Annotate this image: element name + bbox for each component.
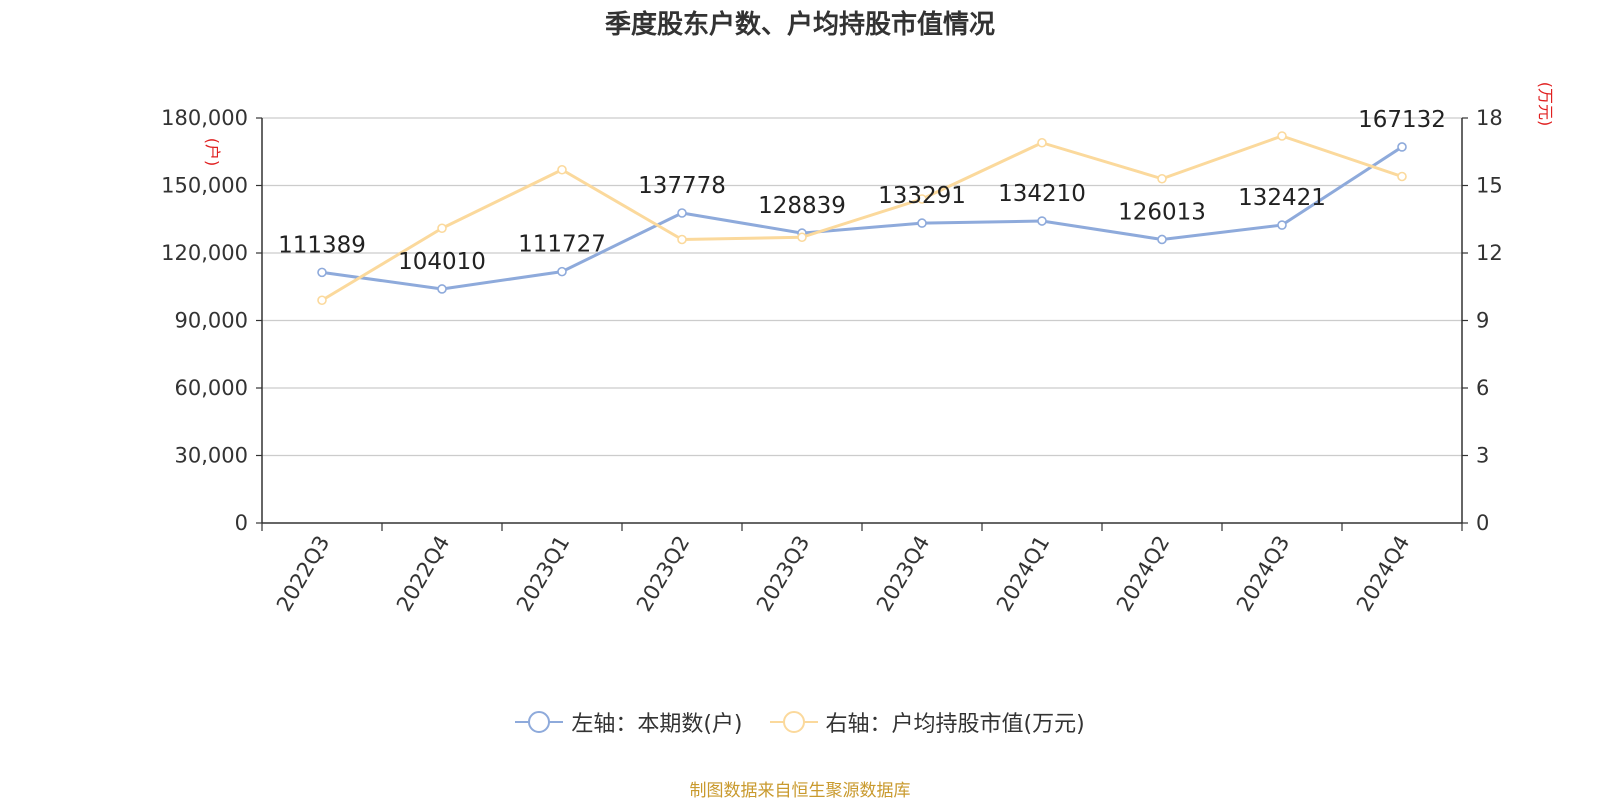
legend-item-right-series[interactable]: 右轴：户均持股市值(万元) — [769, 706, 1085, 738]
data-point-right — [917, 194, 927, 204]
data-label: 126013 — [1118, 199, 1206, 225]
data-point-right — [1157, 173, 1167, 184]
x-tick-label: 2023Q4 — [872, 532, 934, 616]
left-axis-unit: (户) — [203, 138, 222, 167]
data-point-right — [317, 295, 327, 306]
data-point-left — [917, 218, 927, 228]
data-point-left — [317, 267, 327, 278]
data-label: 133291 — [878, 183, 966, 209]
data-label: 128839 — [758, 193, 846, 219]
data-point-right — [437, 223, 447, 234]
legend-label-left: 左轴：本期数(户) — [571, 712, 743, 737]
right-tick-label: 15 — [1476, 174, 1503, 198]
x-tick-label: 2024Q3 — [1232, 532, 1294, 616]
data-label: 132421 — [1238, 185, 1326, 211]
data-label: 111727 — [518, 232, 606, 258]
x-tick-label: 2023Q1 — [512, 532, 574, 616]
grid-lines — [262, 117, 1462, 457]
data-point-left — [557, 266, 567, 277]
series-lines — [317, 131, 1407, 306]
data-labels: 111389 104010 111727 137778 128839 133291 1342… — [278, 107, 1446, 275]
legend-marker-left-icon — [515, 710, 564, 734]
data-point-left — [437, 284, 447, 294]
source-note: 制图数据来自恒生聚源数据库 — [689, 781, 911, 801]
x-tick-label: 2024Q2 — [1112, 532, 1174, 616]
left-tick-label: 180,000 — [161, 106, 248, 130]
data-point-right — [1277, 131, 1287, 141]
right-tick-label: 18 — [1476, 106, 1503, 130]
legend-item-left-series[interactable]: 左轴：本期数(户) — [515, 706, 743, 738]
data-point-left — [1157, 234, 1167, 245]
x-tick-label: 2024Q1 — [992, 532, 1054, 616]
right-axis-unit: (万元) — [1536, 82, 1555, 127]
series-line-right — [321, 134, 1403, 302]
left-tick-label: 120,000 — [161, 241, 248, 265]
data-label: 104010 — [398, 249, 486, 275]
right-tick-label: 12 — [1476, 241, 1503, 265]
left-tick-label: 30,000 — [175, 444, 248, 468]
left-tick-label: 60,000 — [175, 376, 248, 400]
data-point-right — [1037, 137, 1047, 148]
data-point-right — [557, 164, 567, 175]
left-tick-label: 0 — [235, 511, 248, 535]
data-point-left — [1037, 216, 1047, 226]
legend-marker-right-icon — [769, 710, 818, 734]
data-point-right — [1397, 171, 1407, 182]
data-label: 111389 — [278, 232, 366, 258]
series-line-left — [321, 145, 1403, 291]
axes: 0 30,000 60,000 90,000 120,000 150,000 180,000… — [161, 82, 1555, 616]
data-label: 167132 — [1358, 107, 1446, 133]
right-tick-label: 6 — [1476, 376, 1489, 400]
x-tick-label: 2023Q3 — [752, 532, 814, 616]
left-tick-label: 150,000 — [161, 174, 248, 198]
data-point-left — [1397, 142, 1407, 152]
x-tick-label: 2023Q2 — [632, 532, 694, 616]
data-label: 137778 — [638, 173, 726, 199]
x-tick-label: 2022Q4 — [392, 532, 454, 616]
data-point-right — [797, 232, 807, 243]
left-tick-label: 90,000 — [175, 309, 248, 333]
right-tick-label: 9 — [1476, 309, 1489, 333]
data-point-left — [1277, 220, 1287, 230]
data-point-right — [677, 234, 687, 245]
right-tick-label: 0 — [1476, 511, 1489, 535]
right-tick-label: 3 — [1476, 444, 1489, 468]
data-point-left — [677, 208, 687, 218]
x-tick-label: 2024Q4 — [1352, 532, 1414, 616]
data-label: 134210 — [998, 181, 1086, 207]
legend-label-right: 右轴：户均持股市值(万元) — [825, 712, 1085, 737]
x-tick-label: 2022Q3 — [272, 532, 334, 616]
legend: 左轴：本期数(户) 右轴：户均持股市值(万元) — [0, 706, 1600, 740]
chart-title: 季度股东户数、户均持股市值情况 — [604, 10, 995, 40]
